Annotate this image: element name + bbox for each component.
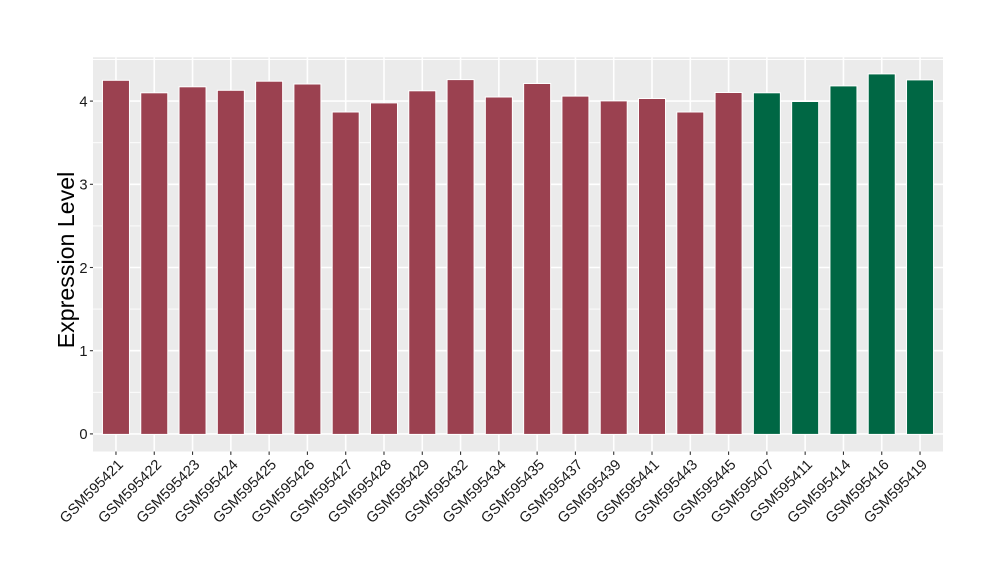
- svg-text:4: 4: [79, 94, 87, 110]
- svg-text:3: 3: [79, 178, 87, 194]
- svg-text:Expression Level: Expression Level: [53, 172, 79, 349]
- svg-text:1: 1: [79, 344, 87, 360]
- svg-text:0: 0: [79, 427, 87, 443]
- svg-text:2: 2: [79, 261, 87, 277]
